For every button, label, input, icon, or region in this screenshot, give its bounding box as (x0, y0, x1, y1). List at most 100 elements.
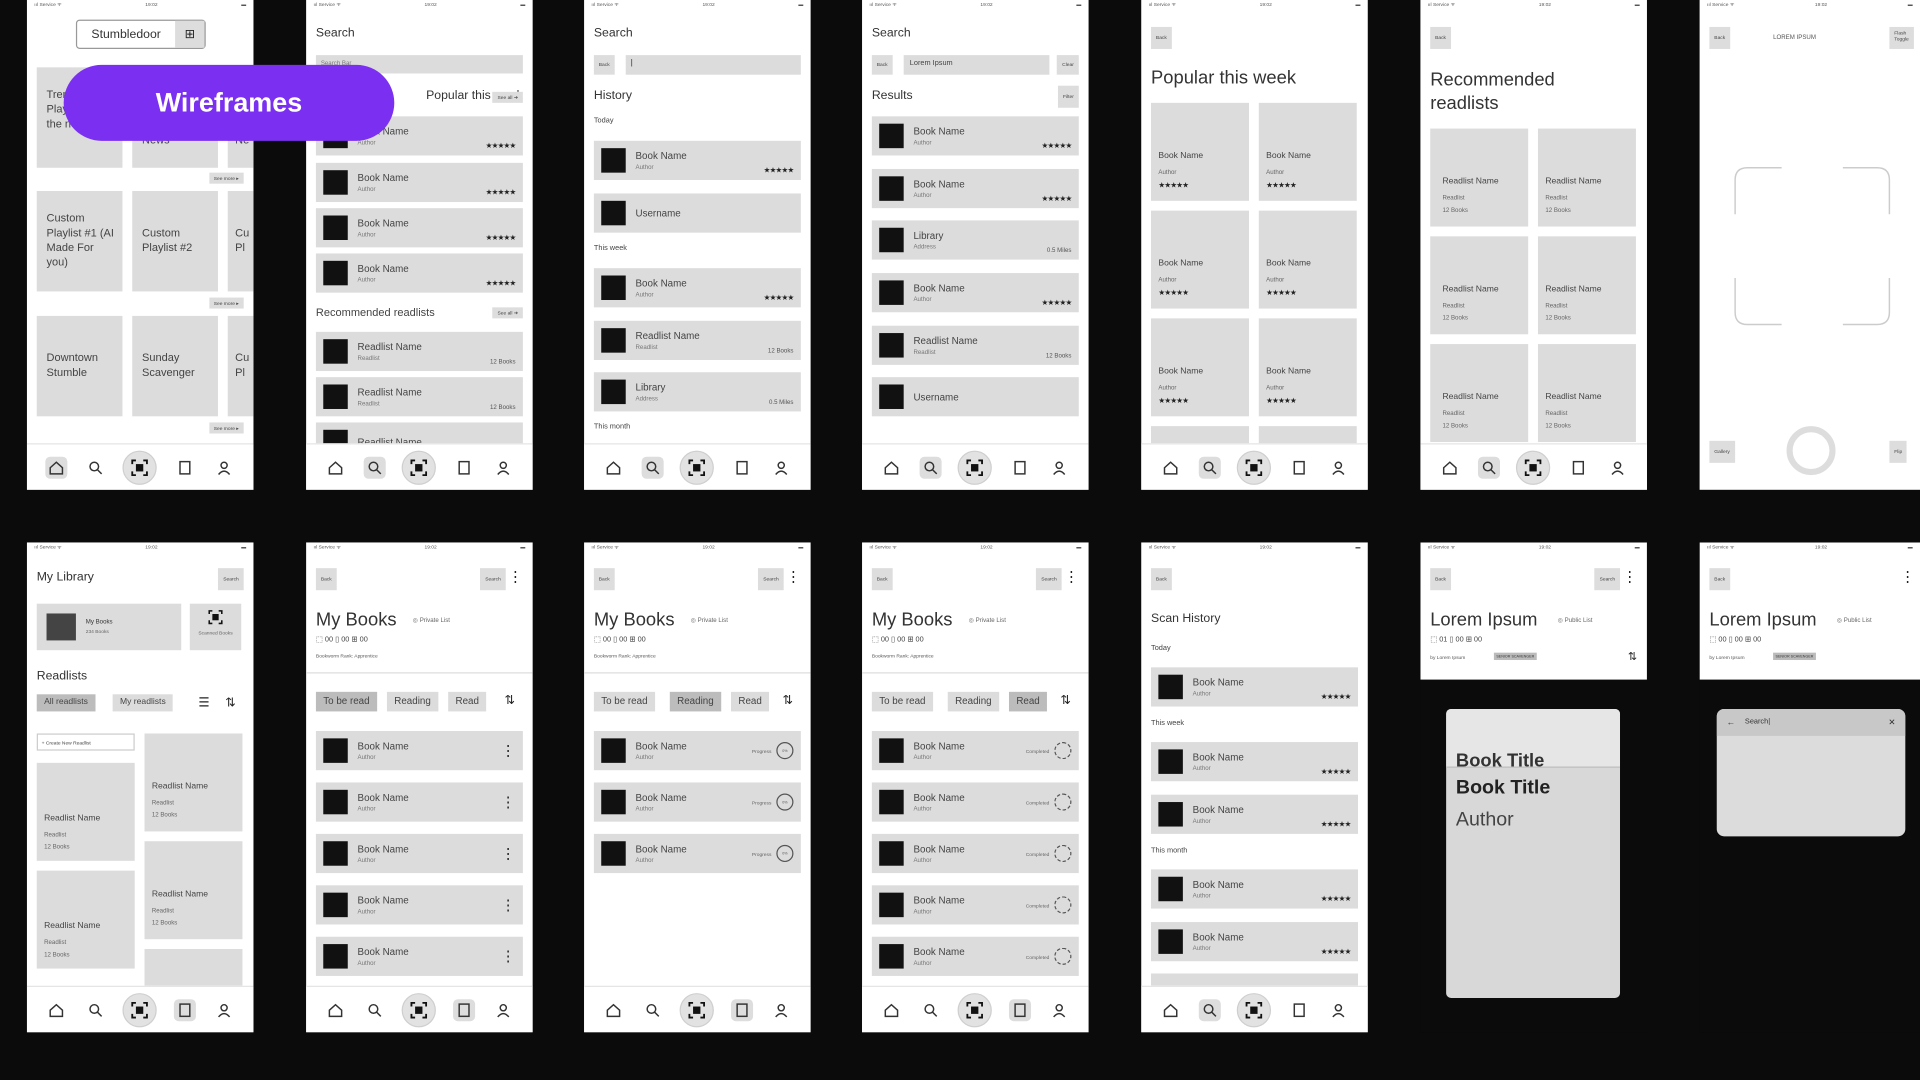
scan-icon[interactable] (123, 450, 158, 485)
library-icon[interactable] (1289, 999, 1311, 1021)
library-icon[interactable] (453, 456, 475, 478)
see-more-button[interactable]: See more ▸ (208, 172, 244, 184)
filter-button[interactable]: Filter (1058, 85, 1079, 108)
scan-icon[interactable] (680, 450, 715, 485)
home-icon[interactable] (324, 456, 346, 478)
home-icon[interactable] (324, 999, 346, 1021)
create-readlist-button[interactable]: + Create New Readlist (36, 733, 135, 751)
filter-my-readlists[interactable]: My readlists (112, 694, 174, 712)
library-icon[interactable] (1009, 456, 1031, 478)
library-icon[interactable] (453, 998, 476, 1021)
more-options-icon[interactable]: ⋮ (500, 947, 516, 965)
tile-sunday[interactable]: Sunday Scavenger (132, 315, 218, 417)
search-button[interactable]: Search (218, 568, 244, 591)
book-row[interactable]: Book Name Author Completed (871, 885, 1079, 925)
scan-icon[interactable] (402, 992, 437, 1027)
search-button[interactable]: Search (1036, 568, 1062, 591)
gallery-button[interactable]: Gallery (1709, 440, 1735, 463)
book-row[interactable]: Book Name Author ★★★★★ (593, 268, 801, 308)
book-row[interactable]: Book Name Author ⋮ (315, 833, 523, 874)
tile-custom-1[interactable]: Custom Playlist #1 (AI Made For you) (36, 191, 123, 292)
back-button[interactable]: Back (593, 568, 615, 591)
readlist-card[interactable]: Readlist Name Readlist 12 Books (1430, 128, 1529, 227)
back-button[interactable]: Back (593, 55, 615, 75)
search-icon[interactable] (919, 999, 941, 1021)
profile-icon[interactable] (1327, 456, 1349, 478)
see-all-button[interactable]: See all ➔ (492, 307, 523, 319)
book-row[interactable] (1151, 973, 1358, 986)
book-card-stack[interactable]: Book Title Book Title Author (1446, 708, 1621, 998)
more-options-icon[interactable]: ⋮ (1900, 568, 1916, 586)
tile-custom-4[interactable]: Cu Pl (227, 315, 254, 417)
book-row[interactable]: Book Name Author ⋮ (315, 936, 523, 976)
book-row[interactable]: Book Name Author ★★★★★ (1151, 742, 1358, 782)
sort-icon[interactable]: ⇅ (1060, 694, 1071, 708)
readlist-row[interactable]: Readlist Name Readlist 12 Books (593, 320, 801, 361)
book-row[interactable]: Book Name Author ★★★★★ (871, 116, 1079, 156)
tab-to-be-read[interactable]: To be read (871, 691, 933, 712)
tab-read[interactable]: Read (731, 691, 770, 712)
scan-icon[interactable] (680, 992, 715, 1027)
library-icon[interactable] (731, 456, 753, 478)
home-icon[interactable] (602, 999, 624, 1021)
see-more-button[interactable]: See more ▸ (208, 297, 244, 309)
library-icon[interactable] (174, 998, 197, 1021)
profile-icon[interactable] (492, 999, 514, 1021)
back-button[interactable]: Back (1430, 568, 1451, 591)
back-arrow-icon[interactable]: ← (1726, 718, 1736, 727)
scanned-books-card[interactable]: Scanned Books (189, 603, 242, 651)
book-row[interactable]: Book Name Author ★★★★★ (315, 253, 523, 293)
qr-icon[interactable]: ⊞ (175, 20, 205, 48)
search-icon[interactable] (919, 456, 942, 479)
book-row[interactable]: Book Name Author ⋮ (315, 731, 523, 771)
scan-icon[interactable] (1516, 450, 1551, 485)
search-icon[interactable] (363, 456, 386, 479)
profile-icon[interactable] (770, 999, 792, 1021)
readlist-card[interactable]: Readlist Name Readlist 12 Books (1430, 236, 1529, 335)
book-row[interactable]: Book Name Author ★★★★★ (1151, 667, 1358, 707)
home-icon[interactable] (880, 999, 902, 1021)
sort-icon[interactable]: ⇅ (782, 694, 793, 708)
see-more-button[interactable]: See more ▸ (208, 422, 244, 434)
search-dialog-input[interactable]: ← Search| ✕ (1716, 708, 1906, 736)
tab-read[interactable]: Read (1008, 691, 1048, 712)
more-options-icon[interactable]: ⋮ (1622, 568, 1638, 586)
library-icon[interactable] (1009, 998, 1032, 1021)
sort-icon[interactable]: ⇅ (225, 696, 236, 711)
tab-reading[interactable]: Reading (669, 691, 722, 712)
book-row[interactable]: Book Name Author Progress 0% (593, 833, 801, 874)
readlist-card[interactable]: Readlist Name Readlist 12 Books (1537, 344, 1636, 443)
book-card[interactable]: Book Name Author ★★★★★ (1258, 210, 1357, 309)
search-input[interactable]: | (625, 55, 801, 75)
search-icon[interactable] (1477, 456, 1500, 479)
book-row[interactable]: Book Name Author Progress 0% (593, 782, 801, 822)
profile-icon[interactable] (770, 456, 792, 478)
home-icon[interactable] (45, 999, 67, 1021)
book-card[interactable]: Book Name Author ★★★★★ (1151, 102, 1249, 201)
back-button[interactable]: Back (871, 568, 893, 591)
clear-button[interactable]: Clear (1057, 55, 1079, 75)
book-row[interactable]: Book Name Author ★★★★★ (1151, 869, 1358, 909)
library-icon[interactable] (174, 456, 196, 478)
book-row[interactable]: Book Name Author Completed (871, 833, 1079, 874)
search-icon[interactable] (1198, 456, 1221, 479)
search-button[interactable]: Search (758, 568, 784, 591)
close-icon[interactable]: ✕ (1888, 718, 1896, 728)
more-options-icon[interactable]: ⋮ (500, 793, 516, 811)
home-icon[interactable] (880, 456, 902, 478)
profile-icon[interactable] (492, 456, 514, 478)
more-options-icon[interactable]: ⋮ (508, 568, 523, 586)
readlist-card[interactable]: Readlist Name Readlist 12 Books (36, 870, 135, 969)
back-button[interactable]: Back (1430, 26, 1451, 49)
profile-icon[interactable] (1607, 456, 1629, 478)
readlist-card[interactable]: Readlist Name Readlist 12 Books (144, 733, 243, 832)
back-button[interactable]: Back (1151, 26, 1172, 49)
scan-icon[interactable] (1237, 992, 1272, 1027)
search-icon[interactable] (641, 999, 663, 1021)
tile-custom-3[interactable]: Cu Pl (227, 191, 254, 292)
book-row[interactable]: Book Name Author ★★★★★ (871, 168, 1079, 209)
readlist-row[interactable]: Readlist Name Readlist 12 Books (315, 331, 523, 372)
tab-to-be-read[interactable]: To be read (315, 691, 377, 712)
tile-downtown[interactable]: Downtown Stumble (36, 315, 123, 417)
library-row[interactable]: Library Address 0.5 Miles (593, 372, 801, 412)
